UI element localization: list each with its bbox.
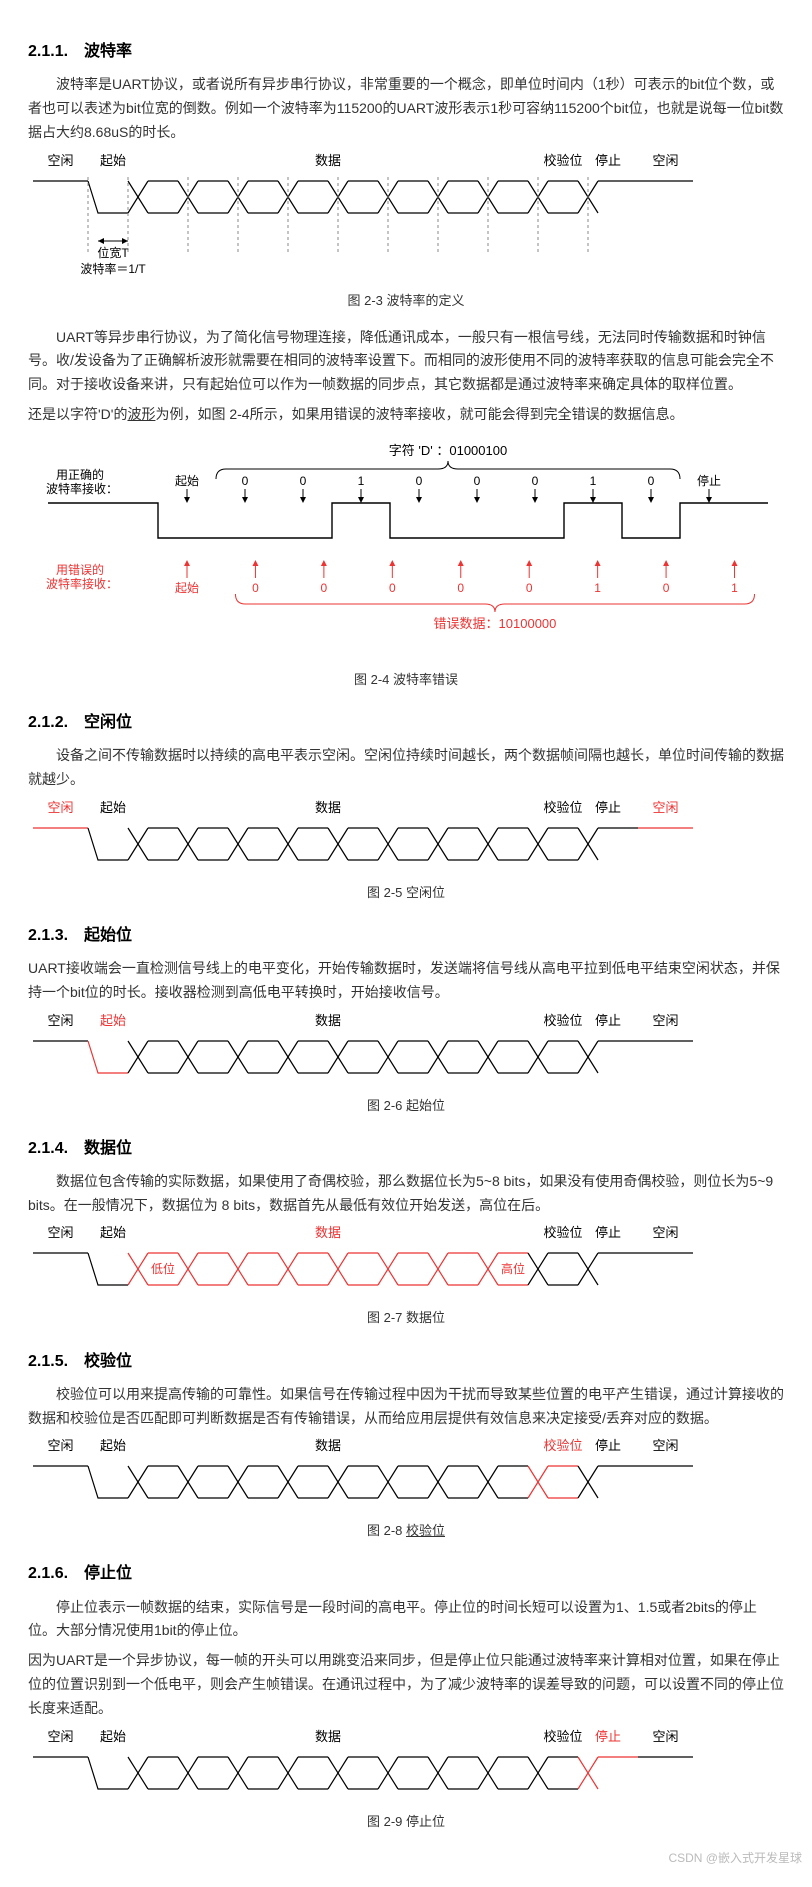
svg-text:起始: 起始 — [100, 1225, 126, 1240]
svg-text:用正确的: 用正确的 — [56, 467, 104, 482]
para-211-1: 波特率是UART协议，或者说所有异步串行协议，非常重要的一个概念，即单位时间内（… — [28, 73, 784, 144]
para-213-1: UART接收端会一直检测信号线上的电平变化，开始传输数据时，发送端将信号线从高电… — [28, 957, 784, 1005]
svg-text:空闲: 空闲 — [47, 800, 73, 815]
svg-text:0: 0 — [242, 474, 249, 488]
figure-2-8: 空闲 起始 数据 校验位停止 空闲 — [28, 1436, 784, 1514]
figure-2-6: 空闲 起始 数据 校验位停止 空闲 — [28, 1011, 784, 1089]
svg-text:校验位: 校验位 — [543, 800, 582, 815]
caption-2-9: 图 2-9 停止位 — [28, 1811, 784, 1833]
svg-text:位宽T: 位宽T — [97, 245, 129, 260]
para-216-2: 因为UART是一个异步协议，每一帧的开头可以用跳变沿来同步，但是停止位只能通过波… — [28, 1649, 784, 1720]
figure-2-5: 空闲 起始 数据 校验位停止 空闲 — [28, 798, 784, 876]
svg-text:起始: 起始 — [100, 800, 126, 815]
svg-text:校验位: 校验位 — [543, 1225, 582, 1240]
svg-text:用错误的: 用错误的 — [56, 562, 104, 577]
para-211-2: UART等异步串行协议，为了简化信号物理连接，降低通讯成本，一般只有一根信号线，… — [28, 326, 784, 397]
svg-text:空闲: 空闲 — [652, 1013, 678, 1028]
svg-text:起始: 起始 — [175, 474, 199, 488]
svg-text:波特率接收：: 波特率接收： — [46, 576, 118, 591]
figure-2-9: 空闲 起始 数据 校验位停止 空闲 — [28, 1727, 784, 1805]
svg-text:停止: 停止 — [595, 800, 621, 815]
svg-text:0: 0 — [526, 581, 533, 595]
svg-text:0: 0 — [252, 581, 259, 595]
svg-text:校验位: 校验位 — [543, 153, 582, 168]
caption-2-4: 图 2-4 波特率错误 — [28, 669, 784, 691]
svg-text:低位: 低位 — [151, 1261, 175, 1276]
svg-text:0: 0 — [532, 474, 539, 488]
figure-2-4: 字符 'D' ：01000100 用正确的 波特率接收： 起始 0 0 1 0 0 0 1 0 停… — [28, 433, 784, 663]
svg-text:波特率接收：: 波特率接收： — [46, 481, 118, 496]
heading-212: 2.1.2. 空闲位 — [28, 709, 784, 736]
caption-2-3: 图 2-3 波特率的定义 — [28, 290, 784, 312]
svg-text:波特率＝1/T: 波特率＝1/T — [80, 261, 146, 276]
svg-text:空闲: 空闲 — [652, 1438, 678, 1453]
svg-text:停止: 停止 — [595, 153, 621, 168]
svg-text:数据: 数据 — [315, 1438, 341, 1453]
svg-text:0: 0 — [648, 474, 655, 488]
svg-text:1: 1 — [590, 474, 597, 488]
svg-text:字符 'D' ：01000100: 字符 'D' ：01000100 — [389, 443, 507, 458]
svg-text:空闲: 空闲 — [47, 1438, 73, 1453]
svg-text:起始: 起始 — [100, 153, 126, 168]
svg-text:起始: 起始 — [100, 1438, 126, 1453]
svg-text:起始: 起始 — [175, 581, 199, 595]
svg-text:1: 1 — [731, 581, 738, 595]
svg-text:数据: 数据 — [315, 1729, 341, 1744]
svg-text:空闲: 空闲 — [652, 153, 678, 168]
svg-text:数据: 数据 — [315, 800, 341, 815]
para-215-1: 校验位可以用来提高传输的可靠性。如果信号在传输过程中因为干扰而导致某些位置的电平… — [28, 1383, 784, 1431]
svg-text:空闲: 空闲 — [652, 1729, 678, 1744]
svg-text:0: 0 — [663, 581, 670, 595]
svg-text:0: 0 — [321, 581, 328, 595]
svg-text:0: 0 — [416, 474, 423, 488]
figure-2-3: 空闲 起始 数据 校验位停止 空闲 位宽T 波特率＝1/T — [28, 151, 784, 284]
svg-text:空闲: 空闲 — [47, 153, 73, 168]
svg-text:空闲: 空闲 — [47, 1225, 73, 1240]
heading-211: 2.1.1. 波特率 — [28, 38, 784, 65]
svg-text:0: 0 — [474, 474, 481, 488]
caption-2-5: 图 2-5 空闲位 — [28, 882, 784, 904]
svg-text:0: 0 — [300, 474, 307, 488]
watermark: CSDN @嵌入式开发星球 — [668, 1848, 802, 1868]
para-216-1: 停止位表示一帧数据的结束，实际信号是一段时间的高电平。停止位的时间长短可以设置为… — [28, 1596, 784, 1644]
para-212-1: 设备之间不传输数据时以持续的高电平表示空闲。空闲位持续时间越长，两个数据帧间隔也… — [28, 744, 784, 792]
svg-text:1: 1 — [594, 581, 601, 595]
svg-text:高位: 高位 — [501, 1261, 525, 1276]
svg-text:数据: 数据 — [315, 1225, 341, 1240]
caption-2-6: 图 2-6 起始位 — [28, 1095, 784, 1117]
caption-2-8: 图 2-8 校验位 — [28, 1520, 784, 1542]
para-214-1: 数据位包含传输的实际数据，如果使用了奇偶校验，那么数据位长为5~8 bits，如… — [28, 1170, 784, 1218]
figure-2-7: 空闲 起始 数据低位 高位 校验位停止 空闲 — [28, 1223, 784, 1301]
caption-2-7: 图 2-7 数据位 — [28, 1307, 784, 1329]
heading-214: 2.1.4. 数据位 — [28, 1135, 784, 1162]
svg-text:校验位: 校验位 — [543, 1438, 582, 1453]
svg-text:1: 1 — [358, 474, 365, 488]
svg-text:空闲: 空闲 — [652, 1225, 678, 1240]
svg-text:空闲: 空闲 — [47, 1013, 73, 1028]
svg-text:校验位: 校验位 — [543, 1729, 582, 1744]
svg-text:错误数据：10100000: 错误数据：10100000 — [434, 616, 557, 631]
svg-text:校验位: 校验位 — [543, 1013, 582, 1028]
heading-215: 2.1.5. 校验位 — [28, 1348, 784, 1375]
svg-text:停止: 停止 — [595, 1013, 621, 1028]
svg-text:起始: 起始 — [100, 1729, 126, 1744]
svg-text:0: 0 — [389, 581, 396, 595]
heading-213: 2.1.3. 起始位 — [28, 922, 784, 949]
svg-text:停止: 停止 — [595, 1438, 621, 1453]
svg-text:0: 0 — [457, 581, 464, 595]
svg-text:数据: 数据 — [315, 153, 341, 168]
svg-text:停止: 停止 — [595, 1729, 621, 1744]
svg-text:停止: 停止 — [595, 1225, 621, 1240]
svg-text:停止: 停止 — [697, 473, 721, 488]
para-211-3: 还是以字符'D'的波形为例，如图 2-4所示，如果用错误的波特率接收，就可能会得… — [28, 403, 784, 427]
svg-text:空闲: 空闲 — [652, 800, 678, 815]
svg-text:起始: 起始 — [100, 1013, 126, 1028]
svg-text:数据: 数据 — [315, 1013, 341, 1028]
heading-216: 2.1.6. 停止位 — [28, 1560, 784, 1587]
svg-text:空闲: 空闲 — [47, 1729, 73, 1744]
